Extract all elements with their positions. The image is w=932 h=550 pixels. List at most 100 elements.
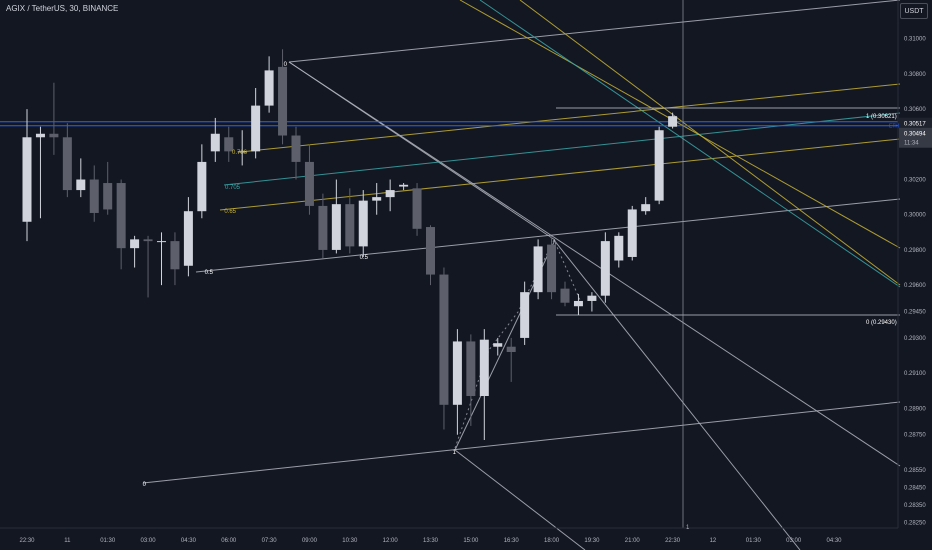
time-tick-label: 10:30 (342, 538, 358, 544)
candle-body (506, 346, 516, 352)
candle-body (157, 241, 166, 243)
candle-body (412, 188, 422, 229)
price-tick-label: 0.28350 (904, 503, 926, 509)
candle-body (143, 239, 153, 242)
time-tick-label: 09:00 (302, 538, 318, 544)
price-tick-label: 0.30000 (904, 213, 926, 219)
blue-line-tag: ETH (889, 124, 899, 130)
time-tick-label: 13:30 (423, 538, 439, 544)
fib-level-label: 0.65 (224, 209, 236, 215)
candle-body (439, 274, 449, 405)
candle-body (291, 135, 301, 162)
time-tick-label: 21:00 (625, 538, 641, 544)
retracement-bottom-label: 0 (0.29430) (866, 320, 897, 326)
price-axis[interactable]: 0.310000.308000.306000.304000.302000.300… (897, 0, 926, 528)
fib-level-label: 0 (143, 482, 147, 488)
candle-body (49, 133, 59, 138)
price-tick-label: 0.28250 (904, 521, 926, 527)
time-tick-label: 15:00 (463, 538, 479, 544)
candle-body (345, 204, 355, 247)
time-tick-label: 19:30 (584, 538, 600, 544)
drawing-line (459, 0, 901, 249)
time-tick-label: 04:30 (181, 538, 197, 544)
time-tick-label: 22:30 (19, 538, 35, 544)
price-tick-label: 0.28450 (904, 486, 926, 492)
candle-body (278, 66, 288, 136)
candle-body (331, 204, 341, 250)
candle-body (103, 183, 113, 210)
candle-body (210, 133, 220, 152)
candle-body (399, 184, 409, 187)
candle-body (35, 133, 45, 138)
candle-body (641, 204, 651, 212)
crosshair-time-label: 1 (686, 525, 690, 531)
current-price-tag: 0.30494 (904, 132, 926, 138)
drawing-labels: 0.786 0.705 0.65 0.5 0.5 0 0 1 1 (0.30621) 0 (0.2… (143, 62, 897, 488)
fib-level-label: 0.5 (205, 270, 214, 276)
price-tick-label: 0.30600 (904, 107, 926, 113)
current-price-tag-bg (899, 127, 932, 148)
price-tick-label: 0.29300 (904, 336, 926, 342)
candle-body (264, 70, 274, 106)
drawing-line (454, 449, 586, 550)
candle-body (385, 190, 395, 198)
candle-body (479, 339, 489, 396)
price-tick-label: 0.28750 (904, 433, 926, 439)
candle-body (251, 105, 261, 152)
candle-body (587, 295, 597, 301)
price-tick-label: 0.29600 (904, 283, 926, 289)
time-tick-label: 18:00 (544, 538, 560, 544)
price-tags: 0.30517 ETH 0.30494 11:34 (889, 117, 932, 148)
candle-body (130, 239, 140, 249)
symbol-title: AGIX / TetherUS, 30, BINANCE (6, 4, 119, 13)
candle-body (600, 241, 610, 296)
time-tick-label: 04:30 (826, 538, 842, 544)
drawing-line (239, 83, 901, 153)
candle-body (547, 244, 557, 293)
candle-body (560, 288, 570, 303)
candle-body (62, 137, 72, 191)
time-tick-label: 06:00 (221, 538, 237, 544)
time-tick-label: 01:30 (100, 538, 116, 544)
blue-price-tag: 0.30517 (904, 122, 926, 128)
candle-body (197, 161, 207, 212)
candle-body (493, 343, 503, 347)
time-tick-label: 07:30 (262, 538, 278, 544)
candle-body (372, 197, 382, 201)
fib-level-label: 1 (453, 450, 457, 456)
candle-body (22, 137, 32, 222)
drawing-line (288, 61, 901, 467)
zigzag-path (454, 238, 581, 449)
candle-body (76, 179, 86, 191)
price-tick-label: 0.31000 (904, 37, 926, 43)
candle-body (318, 205, 328, 250)
drawing-line (553, 239, 801, 550)
time-tick-label: 22:30 (665, 538, 681, 544)
drawing-tools (0, 0, 901, 550)
time-axis[interactable]: 22:30 11 01:30 03:00 04:30 06:00 07:30 09:00 10:… (0, 525, 898, 544)
drawing-line (142, 401, 901, 484)
candle-body (304, 161, 314, 206)
fib-level-label: 0 (284, 62, 288, 68)
fib-level-label: 0.5 (360, 255, 369, 261)
time-tick-label: 03:00 (141, 538, 157, 544)
price-tick-label: 0.28550 (904, 468, 926, 474)
fib-level-label: 0.786 (232, 150, 248, 156)
candle-body (426, 227, 435, 275)
candle-body (170, 241, 180, 270)
time-tick-label: 01:30 (746, 538, 762, 544)
candle-body (452, 341, 462, 405)
candle-body (183, 211, 193, 266)
fib-level-label: 0.705 (225, 185, 241, 191)
candle-body (614, 235, 624, 261)
candle-body (224, 137, 234, 152)
currency-badge[interactable]: USDT (900, 3, 928, 19)
candle-body (358, 200, 368, 247)
candle-body (89, 179, 99, 213)
price-tick-label: 0.28900 (904, 406, 926, 412)
candle-body (237, 151, 247, 153)
price-tick-label: 0.30200 (904, 178, 926, 184)
candles (22, 49, 678, 440)
candle-body (668, 116, 678, 127)
